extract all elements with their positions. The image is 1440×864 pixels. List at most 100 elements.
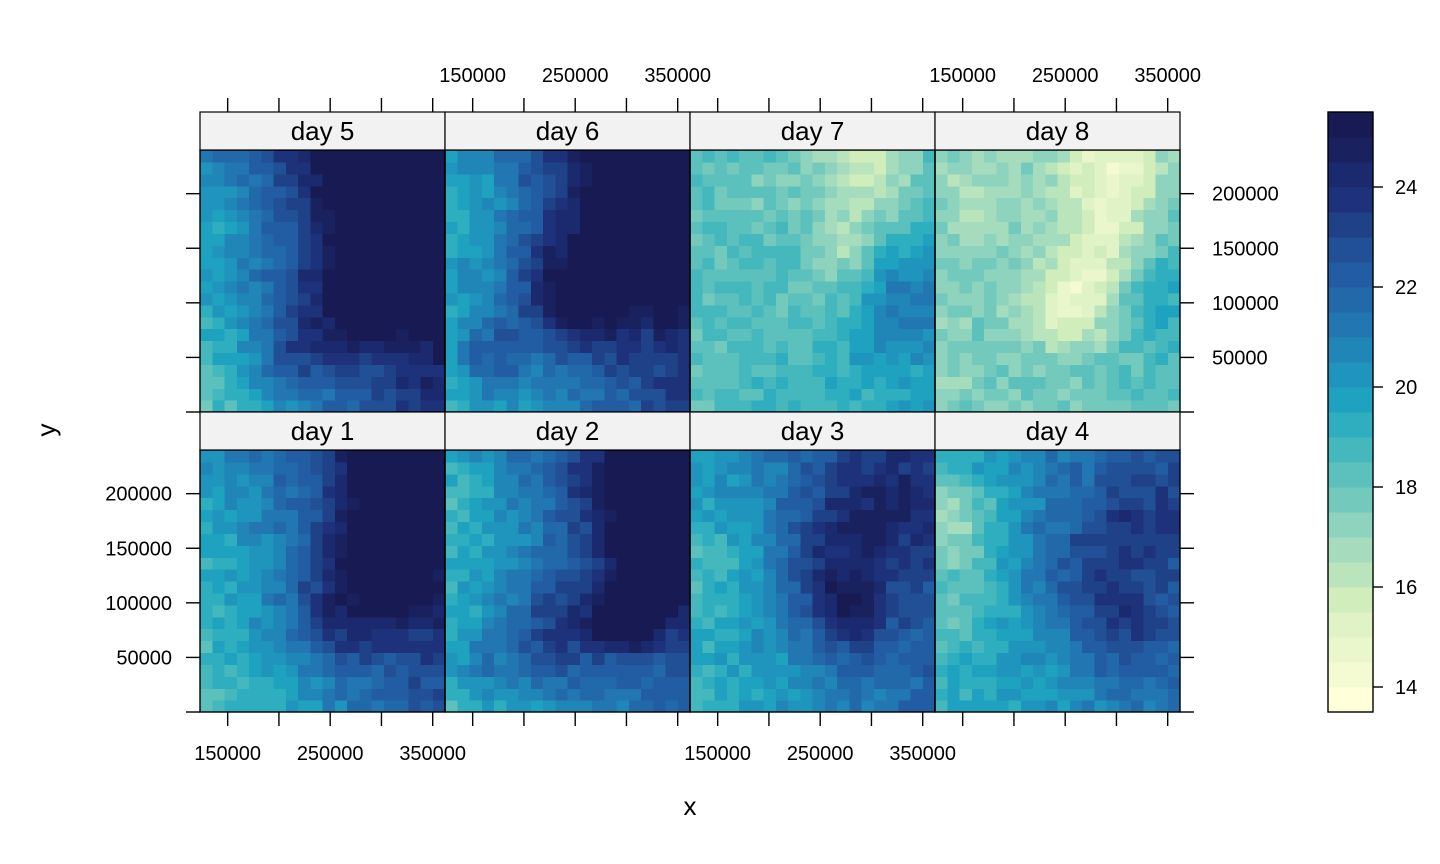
- heatmap-cell: [469, 545, 483, 558]
- heatmap-cell: [739, 700, 752, 713]
- heatmap-cell: [1045, 197, 1059, 211]
- heatmap-cell: [1020, 364, 1034, 377]
- colorkey-frame: [1327, 111, 1374, 713]
- heatmap-cell: [971, 652, 985, 665]
- heatmap-cell: [775, 533, 789, 546]
- heatmap-cell: [971, 304, 985, 318]
- heatmap-cell: [690, 328, 703, 342]
- heatmap-cell: [677, 161, 691, 175]
- heatmap-cell: [236, 257, 250, 270]
- heatmap-cell: [1167, 521, 1181, 534]
- heatmap-cell: [396, 209, 409, 223]
- heatmap-cell: [996, 485, 1010, 499]
- heatmap-cell: [420, 509, 434, 523]
- heatmap-cell: [518, 173, 532, 187]
- heatmap-cell: [812, 640, 826, 654]
- heatmap-cell: [1094, 545, 1108, 558]
- heatmap-cell: [530, 664, 544, 677]
- heatmap-cell: [653, 340, 667, 354]
- heatmap-cell: [775, 497, 789, 511]
- heatmap-cell: [1069, 652, 1083, 665]
- heatmap-cell: [249, 640, 262, 654]
- heatmap-cell: [518, 316, 532, 330]
- heatmap-cell: [1020, 664, 1034, 677]
- heatmap-cell: [445, 616, 458, 630]
- heatmap-cell: [677, 521, 691, 534]
- heatmap-cell: [273, 473, 287, 487]
- heatmap-cell: [1167, 150, 1181, 163]
- heatmap-cell: [200, 509, 213, 523]
- heatmap-cell: [1155, 664, 1169, 677]
- heatmap-cell: [800, 533, 814, 546]
- heatmap-cell: [653, 628, 667, 642]
- heatmap-cell: [910, 509, 924, 523]
- heatmap-cell: [690, 676, 703, 689]
- heatmap-cell: [1020, 328, 1034, 342]
- heatmap-cell: [861, 209, 875, 223]
- heatmap-cell: [788, 545, 801, 558]
- heatmap-cell: [653, 509, 667, 523]
- heatmap-cell: [824, 388, 838, 401]
- heatmap-cell: [677, 628, 691, 642]
- heatmap-cell: [249, 450, 262, 463]
- heatmap-cell: [788, 664, 801, 677]
- heatmap-cell: [236, 450, 250, 463]
- heatmap-cell: [653, 245, 667, 258]
- heatmap-cell: [298, 400, 311, 413]
- heatmap-cell: [837, 473, 850, 487]
- heatmap-cell: [592, 688, 605, 701]
- heatmap-cell: [322, 173, 336, 187]
- heatmap-cell: [1069, 581, 1083, 594]
- heatmap-cell: [1143, 557, 1157, 570]
- heatmap-cell: [824, 676, 838, 689]
- heatmap-cell: [910, 592, 924, 606]
- heatmap-cell: [310, 581, 324, 594]
- heatmap-cell: [837, 257, 850, 270]
- heatmap-cell: [249, 304, 262, 318]
- heatmap-cell: [396, 616, 409, 630]
- heatmap-cell: [886, 292, 899, 306]
- heatmap-cell: [898, 688, 912, 701]
- heatmap-cell: [371, 304, 385, 318]
- heatmap-cell: [849, 197, 863, 211]
- heatmap-cell: [445, 688, 458, 701]
- heatmap-cell: [224, 281, 238, 294]
- heatmap-cell: [1045, 485, 1059, 499]
- heatmap-cell: [641, 521, 654, 534]
- heatmap-cell: [1020, 676, 1034, 689]
- heatmap-cell: [518, 150, 532, 163]
- heatmap-cell: [224, 400, 238, 413]
- heatmap-cell: [359, 461, 373, 475]
- heatmap-cell: [530, 340, 544, 354]
- heatmap-cell: [702, 257, 716, 270]
- heatmap-cell: [898, 150, 912, 163]
- heatmap-cell: [849, 545, 863, 558]
- heatmap-cell: [775, 652, 789, 665]
- heatmap-cell: [1167, 450, 1181, 463]
- heatmap-cell: [200, 245, 213, 258]
- heatmap-cell: [494, 340, 507, 354]
- heatmap-cell: [494, 592, 507, 606]
- heatmap-cell: [1069, 161, 1083, 175]
- heatmap-cell: [849, 352, 863, 365]
- heatmap-cell: [310, 592, 324, 606]
- heatmap-cell: [273, 197, 287, 211]
- heatmap-cell: [763, 557, 777, 570]
- heatmap-cell: [506, 388, 520, 401]
- heatmap-cell: [996, 340, 1010, 354]
- heatmap-cell: [494, 245, 507, 258]
- heatmap-cell: [1057, 376, 1071, 389]
- heatmap-cell: [971, 352, 985, 365]
- heatmap-cell: [910, 485, 924, 499]
- heatmap-cell: [469, 461, 483, 475]
- heatmap-cell: [371, 688, 385, 701]
- heatmap-cell: [543, 281, 556, 294]
- heatmap-cell: [383, 400, 397, 413]
- heatmap-cell: [457, 197, 471, 211]
- heatmap-cell: [1069, 221, 1083, 234]
- heatmap-cell: [1057, 557, 1071, 570]
- heatmap-cell: [971, 557, 985, 570]
- heatmap-cell: [200, 652, 213, 665]
- heatmap-cell: [861, 221, 875, 234]
- heatmap-cell: [371, 161, 385, 175]
